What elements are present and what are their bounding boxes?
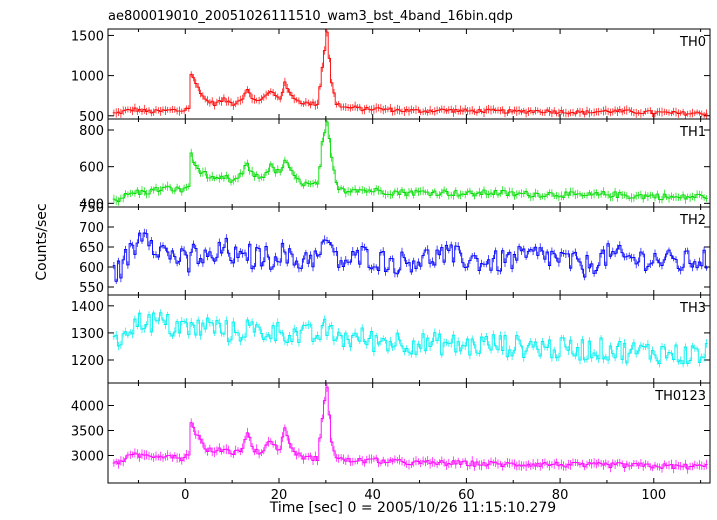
y-axis-label: Counts/sec (34, 203, 50, 280)
panel-th1: 400 600 800 TH1 (79, 118, 711, 212)
panel-frame (107, 382, 711, 484)
panel-label-th0: TH0 (679, 35, 706, 50)
y-tick-label: 1000 (71, 70, 104, 85)
y-tick-label: 1400 (71, 300, 104, 315)
x-axis-label: Time [sec] 0 = 2005/10/26 11:15:10.279 (269, 500, 556, 516)
panel-th0: 500 1000 1500 TH0 (71, 28, 711, 125)
y-tick-label: 600 (79, 261, 104, 276)
series-errorbars-th0 (113, 29, 707, 119)
series-line-th0123 (112, 386, 708, 470)
y-tick-label: 1200 (71, 354, 104, 369)
y-tick-label: 3000 (71, 450, 104, 465)
y-tick-label: 700 (79, 221, 104, 236)
panel-frame (107, 206, 711, 296)
y-tick-label: 400 (79, 197, 104, 212)
series-errorbars-th0123 (113, 383, 707, 474)
y-tick-label: 600 (79, 161, 104, 176)
series-line-th1 (112, 121, 708, 202)
chart-title: ae800019010_20051026111510_wam3_bst_4ban… (108, 9, 513, 24)
x-tick-label: 20 (271, 488, 288, 503)
y-tick-label: 4000 (71, 400, 104, 415)
series-line-th2 (112, 232, 708, 282)
x-tick-label: 80 (552, 488, 569, 503)
y-tick-label: 800 (79, 124, 104, 139)
series-errorbars-th2 (113, 228, 707, 284)
series-errorbars-th3 (113, 309, 707, 368)
panel-label-th3: TH3 (679, 301, 706, 316)
y-tick-label: 650 (79, 241, 104, 256)
y-tick-label: 550 (79, 281, 104, 296)
series-line-th0 (112, 31, 708, 116)
y-tick-label: 500 (79, 110, 104, 125)
panel-th2: 550 600 650 700 750 TH2 (79, 201, 711, 296)
panel-label-th2: TH2 (679, 213, 706, 228)
y-tick-label: 750 (79, 201, 104, 216)
panel-th3: 1200 1300 1400 TH3 (71, 294, 711, 384)
series-line-th3 (112, 312, 708, 365)
panel-frame (107, 28, 711, 120)
panel-label-th1: TH1 (679, 125, 706, 140)
x-tick-label: 100 (641, 488, 666, 503)
x-tick-label: 60 (458, 488, 475, 503)
panel-label-th0123: TH0123 (654, 389, 706, 404)
y-tick-label: 1500 (71, 29, 104, 44)
x-tick-label: 0 (181, 488, 189, 503)
y-tick-label: 3500 (71, 425, 104, 440)
panel-th0123: 3000 3500 4000 TH0123 (71, 382, 711, 484)
x-tick-label: 40 (364, 488, 381, 503)
y-tick-label: 1300 (71, 327, 104, 342)
